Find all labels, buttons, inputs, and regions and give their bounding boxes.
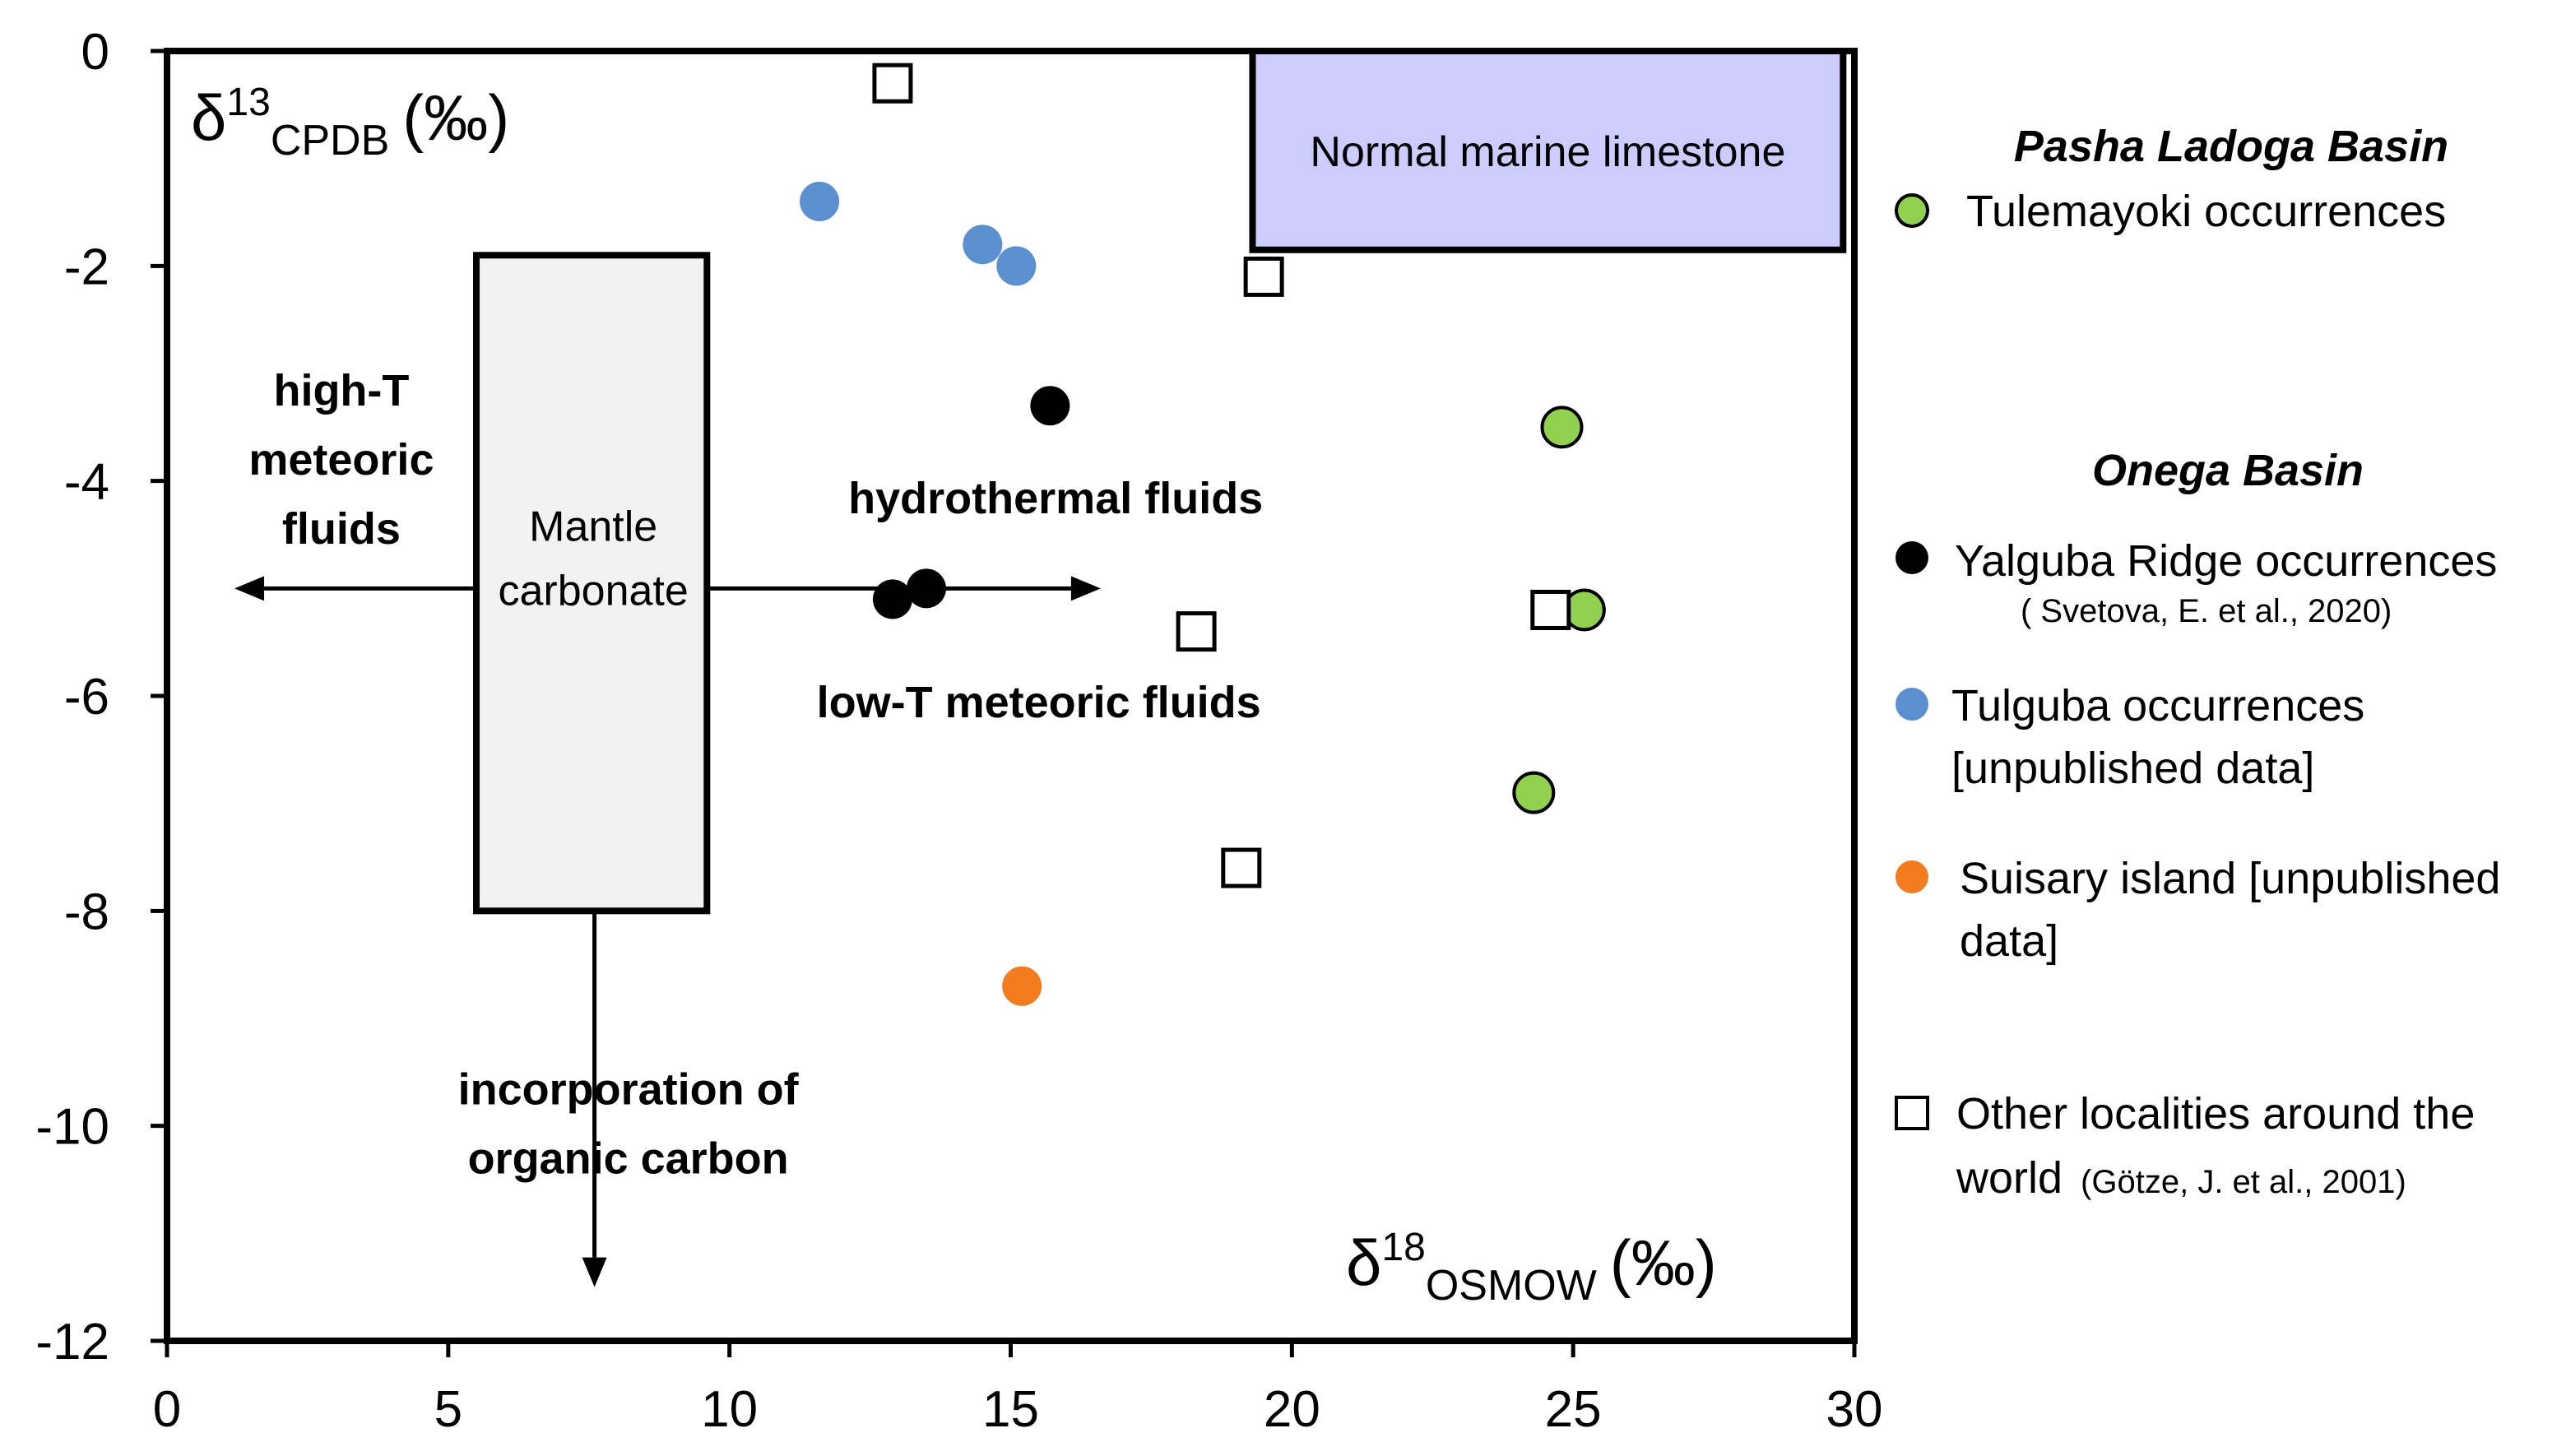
organic-note-line-2: organic carbon xyxy=(468,1134,789,1184)
high-t-note-line-1: high-T xyxy=(273,366,409,415)
point-tulemayoki xyxy=(1540,406,1584,449)
legend-marker-yalguba xyxy=(1895,541,1928,574)
point-tulguba xyxy=(963,225,1003,265)
arrow-hydrothermal-head xyxy=(1070,576,1101,601)
legend-marker-tulemayoki xyxy=(1895,193,1929,228)
point-suisary xyxy=(1002,966,1042,1006)
point-yalguba xyxy=(906,568,946,609)
y-tick-label: 0 xyxy=(81,24,109,81)
point-yalguba xyxy=(1030,386,1070,426)
legend-label-tulguba-line1: Tulguba occurrences xyxy=(1951,681,2364,730)
y-tick-label: -8 xyxy=(64,883,109,940)
y-tick-label: -4 xyxy=(64,454,109,511)
point-tulguba xyxy=(800,181,840,221)
normal-marine-limestone-box xyxy=(1249,48,1847,253)
arrow-high-t-head xyxy=(234,576,265,601)
x-tick-label: 10 xyxy=(701,1381,758,1438)
legend-label-tulemayoki: Tulemayoki occurrences xyxy=(1966,187,2446,236)
y-tick-label: -10 xyxy=(35,1099,109,1156)
point-other xyxy=(1530,589,1571,630)
x-tick-label: 30 xyxy=(1826,1381,1883,1438)
point-tulguba xyxy=(996,246,1037,286)
x-tick-label: 15 xyxy=(982,1381,1039,1438)
normal-marine-limestone-label: Normal marine limestone xyxy=(1310,128,1785,176)
y-axis-title: δ13CPDB (‰) xyxy=(191,81,509,165)
legend-label-tulguba-line2: [unpublished data] xyxy=(1951,744,2314,793)
legend-label-suisary-line1: Suisary island [unpublished xyxy=(1960,854,2500,903)
legend-marker-suisary xyxy=(1895,860,1928,893)
x-tick-label: 0 xyxy=(153,1381,181,1438)
point-other xyxy=(1221,847,1262,888)
mantle-carbonate-label-1: Mantle xyxy=(529,503,657,550)
y-tick-label: -2 xyxy=(64,239,109,295)
arrow-organic-head xyxy=(582,1257,607,1287)
point-other xyxy=(1176,611,1217,652)
high-t-note-line-2: meteoric xyxy=(248,435,434,485)
y-tick-label: -12 xyxy=(35,1314,109,1370)
legend-label-suisary-line2: data] xyxy=(1960,916,2058,966)
y-tick-label: -6 xyxy=(64,669,109,726)
point-other xyxy=(1243,256,1284,297)
legend-heading-pasha: Pasha Ladoga Basin xyxy=(2014,122,2448,171)
legend-label-other-line1: Other localities around the xyxy=(1956,1089,2475,1138)
legend-label-yalguba: Yalguba Ridge occurrences xyxy=(1955,536,2497,586)
high-t-note-line-3: fluids xyxy=(282,504,401,554)
legend-label-other-line2: world (Götze, J. et al., 2001) xyxy=(1956,1153,2406,1203)
legend-heading-onega: Onega Basin xyxy=(2092,446,2364,495)
point-yalguba xyxy=(872,579,912,619)
x-tick-label: 5 xyxy=(434,1381,462,1438)
hydrothermal-note-line-1: hydrothermal fluids xyxy=(848,474,1263,523)
mantle-carbonate-box xyxy=(473,252,711,915)
point-tulemayoki xyxy=(1512,771,1556,814)
legend-marker-other xyxy=(1895,1096,1929,1130)
legend-marker-tulguba xyxy=(1895,688,1928,721)
point-other xyxy=(872,63,913,104)
organic-note-line-1: incorporation of xyxy=(458,1065,800,1115)
x-axis-title: δ18OSMOW (‰) xyxy=(1346,1226,1717,1310)
x-tick-label: 25 xyxy=(1545,1381,1602,1438)
legend-ref-yalguba: ( Svetova, E. et al., 2020) xyxy=(2021,593,2392,629)
legend: Pasha Ladoga Basin Tulemayoki occurrence… xyxy=(1895,122,2500,1203)
mantle-carbonate-label-2: carbonate xyxy=(499,567,689,614)
low-t-note-line-1: low-T meteoric fluids xyxy=(817,678,1261,727)
x-tick-label: 20 xyxy=(1264,1381,1320,1438)
